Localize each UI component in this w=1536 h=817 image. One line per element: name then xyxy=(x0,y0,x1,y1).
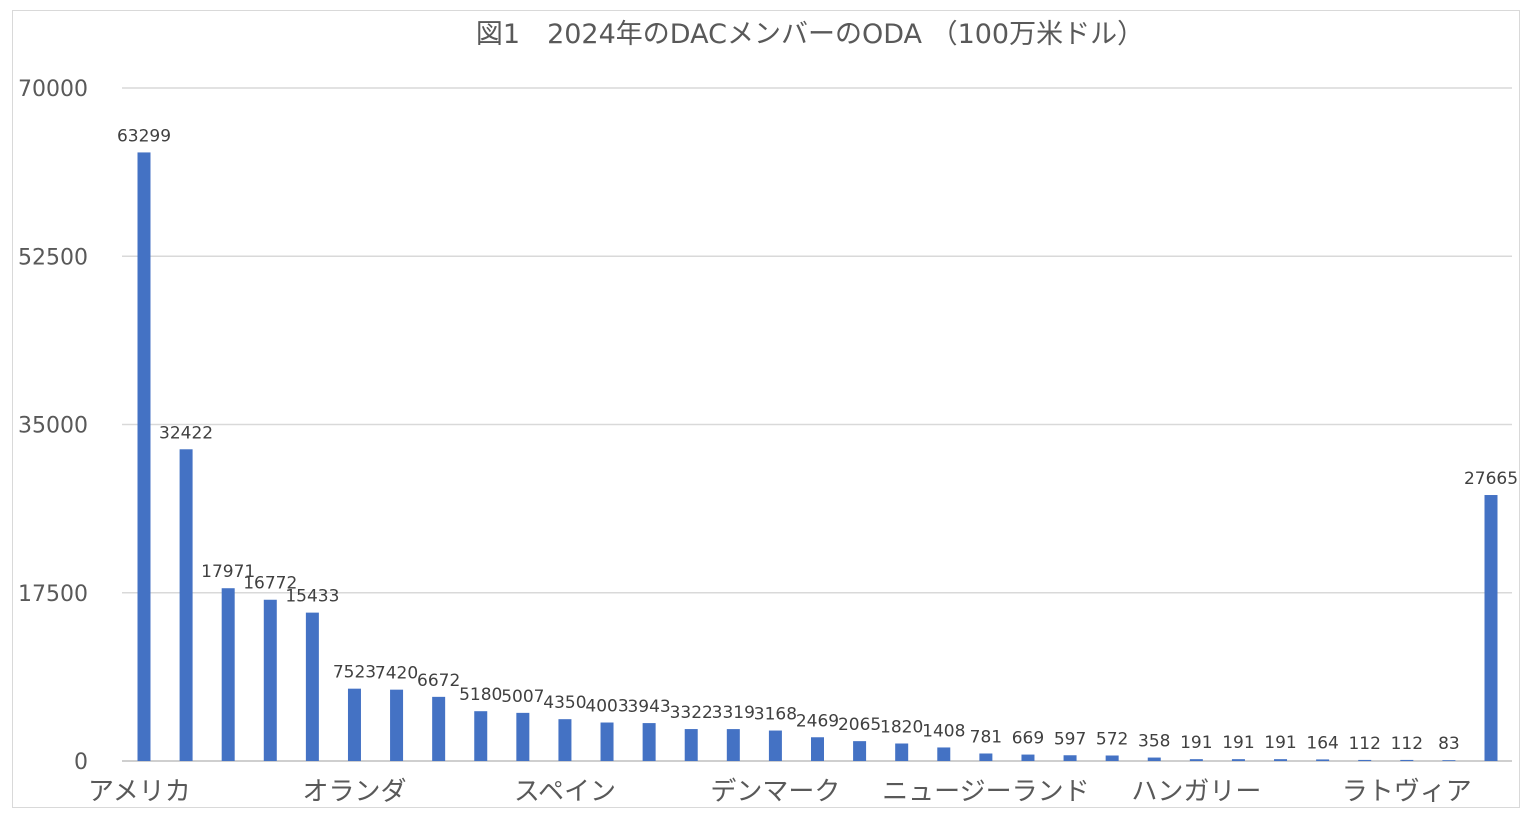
data-label-13: 3322 xyxy=(670,703,713,723)
data-label-14: 3319 xyxy=(712,703,755,723)
y-tick-label-3: 52500 xyxy=(18,245,88,270)
x-tick-label-30: ラトヴィア xyxy=(1342,777,1472,807)
data-label-8: 5180 xyxy=(459,685,502,705)
bar-20 xyxy=(979,753,993,761)
bar-4 xyxy=(305,612,319,761)
x-axis-ticks: アメリカ オランダ スペイン デンマーク ニュージーランド ハンガリー ラトヴィア xyxy=(88,777,1472,807)
y-tick-label-2: 35000 xyxy=(18,414,88,439)
x-tick-label-0: アメリカ xyxy=(88,777,191,807)
bar-32 xyxy=(1484,495,1498,761)
data-label-17: 2065 xyxy=(838,715,881,735)
data-label-15: 3168 xyxy=(754,705,797,725)
data-label-21: 669 xyxy=(1012,729,1044,749)
data-label-26: 191 xyxy=(1222,733,1254,753)
y-tick-label-4: 70000 xyxy=(18,77,88,102)
bar-13 xyxy=(684,729,698,761)
gridlines xyxy=(122,87,1512,594)
bar-25 xyxy=(1189,759,1203,761)
data-label-9: 5007 xyxy=(501,687,544,707)
bar-27 xyxy=(1274,759,1288,761)
bar-24 xyxy=(1147,757,1161,761)
bar-9 xyxy=(516,712,530,761)
data-label-29: 112 xyxy=(1348,734,1380,754)
bar-22 xyxy=(1063,755,1077,761)
data-label-16: 2469 xyxy=(796,711,839,731)
bar-30 xyxy=(1400,759,1414,761)
data-label-1: 32422 xyxy=(159,423,213,443)
data-label-31: 83 xyxy=(1438,734,1460,754)
bar-29 xyxy=(1358,759,1372,761)
bar-8 xyxy=(474,711,488,761)
bar-26 xyxy=(1231,759,1245,761)
bar-17 xyxy=(853,741,867,761)
data-label-11: 4003 xyxy=(585,697,628,717)
data-label-10: 4350 xyxy=(543,693,586,713)
bar-1 xyxy=(179,449,193,761)
bar-2 xyxy=(221,588,235,761)
chart-frame xyxy=(12,10,1520,808)
bar-3 xyxy=(263,599,277,761)
x-tick-label-15: デンマーク xyxy=(710,777,840,807)
data-label-25: 191 xyxy=(1180,733,1212,753)
bar-6 xyxy=(390,689,404,761)
data-label-3: 16772 xyxy=(243,574,297,594)
data-label-5: 7523 xyxy=(333,663,376,683)
x-tick-label-5: オランダ xyxy=(302,777,406,807)
x-tick-label-10: スペイン xyxy=(514,777,616,807)
data-label-20: 781 xyxy=(970,727,1002,747)
data-label-32: 27665 xyxy=(1464,469,1518,489)
bar-16 xyxy=(811,737,824,761)
data-label-7: 6672 xyxy=(417,671,460,691)
bar-10 xyxy=(558,719,572,761)
bar-15 xyxy=(768,730,782,761)
data-label-27: 191 xyxy=(1264,733,1296,753)
y-tick-label-1: 17500 xyxy=(18,582,88,607)
data-label-4: 15433 xyxy=(285,587,339,607)
bar-12 xyxy=(642,723,656,761)
bar-5 xyxy=(347,688,361,761)
x-tick-label-25: ハンガリー xyxy=(1131,777,1261,807)
data-label-2: 17971 xyxy=(201,562,255,582)
bar-21 xyxy=(1021,754,1035,761)
data-label-22: 597 xyxy=(1054,729,1086,749)
x-tick-label-20: ニュージーランド xyxy=(882,777,1089,807)
bar-23 xyxy=(1105,755,1119,761)
data-label-24: 358 xyxy=(1138,732,1170,752)
data-label-12: 3943 xyxy=(627,697,670,717)
data-label-19: 1408 xyxy=(922,721,965,741)
bar-19 xyxy=(937,747,951,761)
bars xyxy=(137,152,1498,762)
y-axis-ticks: 0 17500 35000 52500 70000 xyxy=(18,77,88,775)
bar-14 xyxy=(726,729,740,761)
data-label-28: 164 xyxy=(1306,733,1338,753)
data-label-23: 572 xyxy=(1096,730,1128,750)
bar-28 xyxy=(1316,759,1330,761)
data-label-30: 112 xyxy=(1391,734,1423,754)
data-label-0: 63299 xyxy=(117,126,171,146)
data-label-18: 1820 xyxy=(880,718,923,738)
chart-title: 図1 2024年のDACメンバーのODA （100万米ドル） xyxy=(476,19,1144,50)
y-tick-label-0: 0 xyxy=(74,750,88,775)
bar-18 xyxy=(895,743,909,761)
bar-11 xyxy=(600,722,614,761)
bar-7 xyxy=(432,696,446,761)
data-label-6: 7420 xyxy=(375,664,418,684)
bar-0 xyxy=(137,152,151,762)
bar-31 xyxy=(1442,760,1456,761)
